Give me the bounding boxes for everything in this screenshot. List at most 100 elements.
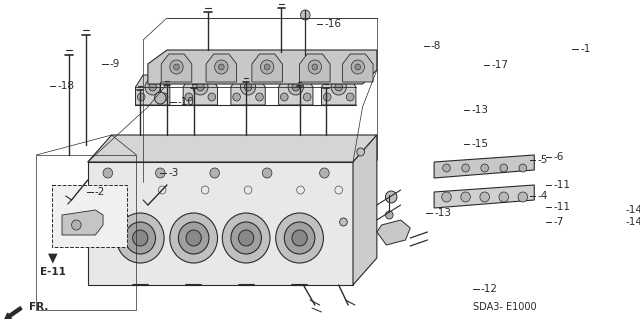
Polygon shape xyxy=(183,75,218,105)
Text: -12: -12 xyxy=(481,284,498,294)
Polygon shape xyxy=(321,75,356,105)
Polygon shape xyxy=(434,185,534,208)
Circle shape xyxy=(499,192,509,202)
Circle shape xyxy=(355,64,360,70)
Circle shape xyxy=(442,192,451,202)
Circle shape xyxy=(357,148,364,156)
Text: -5: -5 xyxy=(537,155,547,165)
Text: -16: -16 xyxy=(324,19,341,29)
Circle shape xyxy=(170,213,218,263)
Circle shape xyxy=(179,222,209,254)
Polygon shape xyxy=(88,162,353,285)
Circle shape xyxy=(284,222,315,254)
Circle shape xyxy=(331,79,346,95)
Polygon shape xyxy=(161,54,192,82)
Circle shape xyxy=(292,83,300,91)
FancyArrow shape xyxy=(4,307,22,319)
Text: -3: -3 xyxy=(169,168,179,178)
Circle shape xyxy=(244,83,252,91)
Circle shape xyxy=(264,64,270,70)
Polygon shape xyxy=(300,54,330,82)
Circle shape xyxy=(218,64,224,70)
Text: ▼: ▼ xyxy=(47,251,58,264)
Text: -9: -9 xyxy=(109,59,120,69)
Circle shape xyxy=(340,218,348,226)
Circle shape xyxy=(351,60,364,74)
Polygon shape xyxy=(278,75,313,105)
Circle shape xyxy=(323,93,331,101)
Circle shape xyxy=(462,164,469,172)
Circle shape xyxy=(292,230,307,246)
Circle shape xyxy=(173,64,179,70)
Circle shape xyxy=(196,83,204,91)
Circle shape xyxy=(186,230,202,246)
Circle shape xyxy=(185,93,193,101)
Circle shape xyxy=(154,92,166,104)
Text: -4: -4 xyxy=(537,191,547,201)
Text: -18: -18 xyxy=(57,81,74,91)
Circle shape xyxy=(319,168,329,178)
Circle shape xyxy=(480,192,490,202)
Text: -1: -1 xyxy=(580,44,591,54)
Circle shape xyxy=(233,93,241,101)
Circle shape xyxy=(138,93,145,101)
Circle shape xyxy=(193,79,208,95)
Circle shape xyxy=(308,60,321,74)
Circle shape xyxy=(500,164,508,172)
Text: SDA3- E1000: SDA3- E1000 xyxy=(473,302,537,312)
Polygon shape xyxy=(252,54,282,82)
Text: FR.: FR. xyxy=(29,302,48,312)
Circle shape xyxy=(156,168,165,178)
Circle shape xyxy=(443,164,451,172)
Circle shape xyxy=(346,93,354,101)
Text: -17: -17 xyxy=(492,60,508,70)
Circle shape xyxy=(116,213,164,263)
Circle shape xyxy=(125,222,156,254)
Polygon shape xyxy=(136,75,170,105)
Circle shape xyxy=(385,211,393,219)
Circle shape xyxy=(222,213,270,263)
Bar xyxy=(36,155,136,310)
Circle shape xyxy=(210,168,220,178)
Polygon shape xyxy=(231,75,265,105)
Circle shape xyxy=(303,93,311,101)
Circle shape xyxy=(145,79,160,95)
Polygon shape xyxy=(377,220,410,245)
Circle shape xyxy=(335,83,342,91)
Text: -14: -14 xyxy=(626,217,640,227)
Polygon shape xyxy=(88,135,377,162)
Circle shape xyxy=(262,168,272,178)
Circle shape xyxy=(103,168,113,178)
Circle shape xyxy=(260,60,274,74)
Circle shape xyxy=(72,220,81,230)
Polygon shape xyxy=(342,54,373,82)
Text: -6: -6 xyxy=(554,152,564,162)
Circle shape xyxy=(280,93,288,101)
Text: -11: -11 xyxy=(554,180,570,190)
Polygon shape xyxy=(62,210,103,235)
Circle shape xyxy=(132,230,148,246)
Circle shape xyxy=(170,60,183,74)
Circle shape xyxy=(481,164,488,172)
Text: -7: -7 xyxy=(554,217,564,227)
Circle shape xyxy=(149,83,156,91)
Circle shape xyxy=(519,164,527,172)
Circle shape xyxy=(239,230,254,246)
Circle shape xyxy=(385,191,397,203)
Text: -14: -14 xyxy=(626,205,640,215)
Text: -2: -2 xyxy=(95,187,105,197)
Circle shape xyxy=(214,60,228,74)
Polygon shape xyxy=(148,50,377,84)
Circle shape xyxy=(288,79,303,95)
Text: -13: -13 xyxy=(471,105,488,115)
Polygon shape xyxy=(353,135,377,285)
Text: -15: -15 xyxy=(471,139,488,149)
Circle shape xyxy=(276,213,323,263)
Circle shape xyxy=(241,79,256,95)
Circle shape xyxy=(518,192,527,202)
Circle shape xyxy=(312,64,317,70)
Circle shape xyxy=(208,93,216,101)
Text: -13: -13 xyxy=(434,208,451,218)
Circle shape xyxy=(231,222,261,254)
Circle shape xyxy=(461,192,470,202)
